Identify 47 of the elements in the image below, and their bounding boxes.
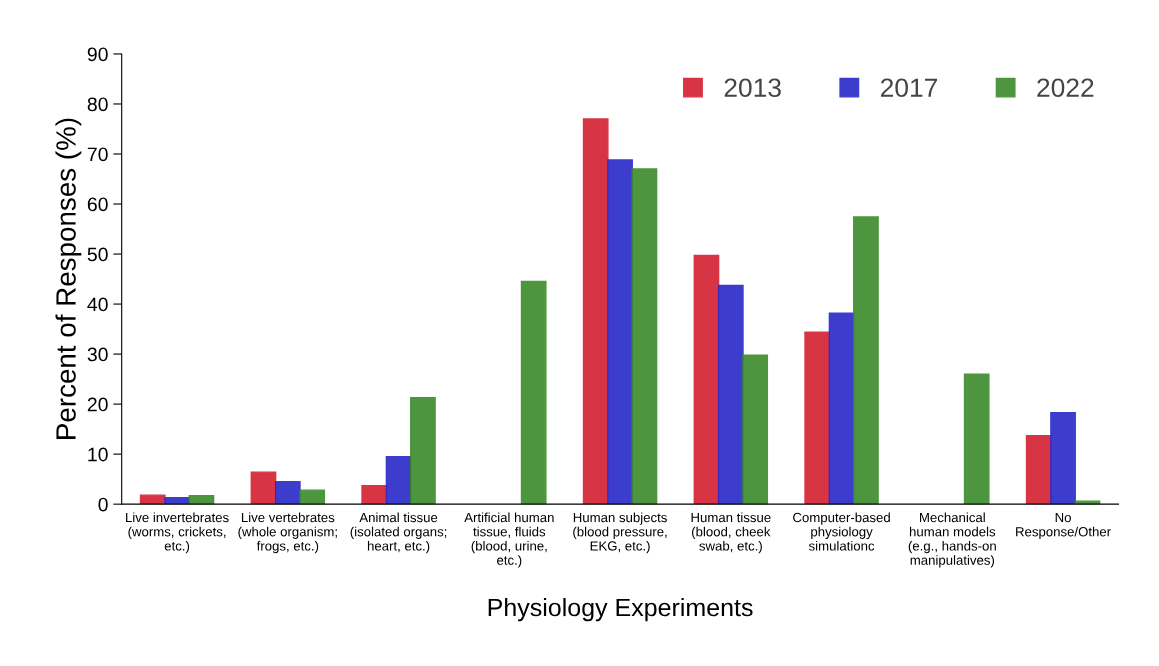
bar (607, 159, 633, 505)
y-tick-label: 60 (87, 197, 108, 212)
bar (804, 331, 831, 505)
bar (853, 216, 879, 505)
x-tick-label: Animal tissue (isolated organs; heart, etc.) (350, 512, 447, 554)
y-tick-label: 90 (87, 47, 108, 62)
x-tick-label: Live invertebrates (worms, crickets, etc.) (126, 512, 229, 554)
legend-label: 2017 (880, 78, 938, 98)
bar (693, 254, 720, 505)
bar (582, 118, 609, 505)
y-tick-label: 40 (87, 297, 108, 312)
y-tick-label: 70 (87, 147, 108, 162)
x-tick-label: No Response/Other (1016, 512, 1111, 540)
y-tick-label: 80 (87, 97, 108, 112)
x-tick-label: Computer-based physiology simulationc (793, 512, 890, 551)
y-tick-label: 30 (87, 347, 108, 362)
bar (250, 471, 277, 505)
bar (274, 480, 301, 505)
bar (1050, 411, 1076, 505)
bar (299, 489, 326, 505)
legend-label: 2013 (724, 78, 781, 98)
bar (1074, 500, 1101, 505)
bar (385, 455, 412, 505)
bar (188, 494, 215, 505)
bar (742, 354, 769, 505)
y-tick-label: 10 (88, 447, 108, 462)
bar (828, 312, 855, 505)
bar (717, 284, 744, 505)
bar (520, 280, 547, 505)
bar (963, 373, 990, 505)
bar (139, 494, 166, 505)
x-axis-title: Physiology Experiments (488, 597, 753, 622)
x-tick-label: Live vertebrates (whole organism; frogs, etc.) (238, 512, 337, 554)
y-tick-label: 0 (98, 497, 108, 512)
x-tick-label: Mechanical human models (e.g., hands-on manipulatives) (908, 512, 996, 568)
x-tick-label: Human subjects (blood pressure, EKG, etc.) (573, 512, 667, 554)
y-axis-title: Percent of Responses (%) (55, 118, 82, 439)
bar (1025, 434, 1052, 505)
x-tick-label: Artificial human tissue, fluids (blood, urine, etc.) (464, 512, 554, 568)
bar (631, 168, 658, 505)
bar (410, 396, 436, 505)
y-tick-label: 20 (87, 397, 108, 412)
legend-label: 2022 (1037, 78, 1094, 98)
bar (164, 496, 190, 505)
y-tick-label: 50 (87, 247, 108, 262)
x-tick-label: Human tissue (blood, cheek swab, etc.) (691, 512, 771, 554)
bar (361, 484, 388, 505)
